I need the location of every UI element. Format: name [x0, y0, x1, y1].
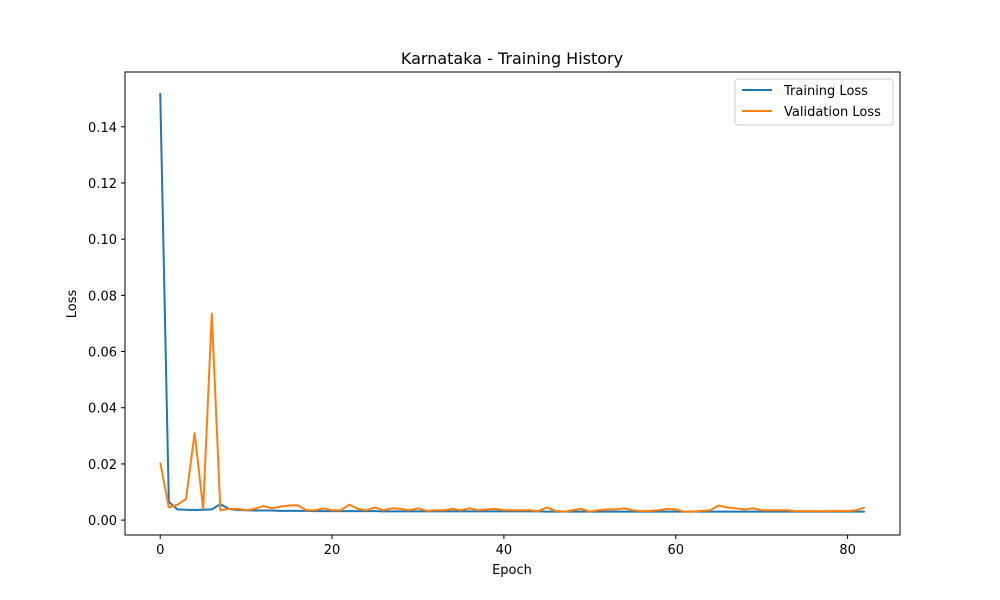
legend-label-validation: Validation Loss: [784, 105, 881, 120]
x-axis-label: Epoch: [492, 563, 532, 578]
y-tick-label: 0.04: [88, 402, 117, 417]
x-tick-label: 20: [324, 543, 341, 558]
y-tick-label: 0.06: [88, 346, 117, 361]
y-tick-label: 0.12: [88, 177, 117, 192]
series-line-0: [159, 93, 865, 513]
y-tick-label: 0.00: [88, 514, 117, 529]
series-line-1: [159, 312, 866, 513]
legend-label-training: Training Loss: [783, 84, 868, 99]
y-tick-label: 0.08: [88, 289, 117, 304]
chart-title: Karnataka - Training History: [401, 49, 623, 68]
axes-frame: [124, 71, 901, 536]
x-tick-label: 40: [496, 543, 513, 558]
x-axis: 0 20 40 60 80: [156, 535, 856, 558]
plot-area: [159, 93, 866, 513]
legend-box: [734, 78, 894, 126]
legend: Training Loss Validation Loss: [734, 78, 894, 126]
y-axis-label: Loss: [65, 290, 80, 319]
y-tick-label: 0.10: [88, 233, 117, 248]
x-tick-label: 80: [839, 543, 856, 558]
y-tick-label: 0.14: [88, 121, 117, 136]
y-tick-label: 0.02: [88, 458, 117, 473]
x-tick-label: 60: [667, 543, 684, 558]
x-tick-label: 0: [156, 543, 164, 558]
y-axis: 0.00 0.02 0.04 0.06 0.08 0.10 0.12 0.14: [88, 121, 125, 529]
